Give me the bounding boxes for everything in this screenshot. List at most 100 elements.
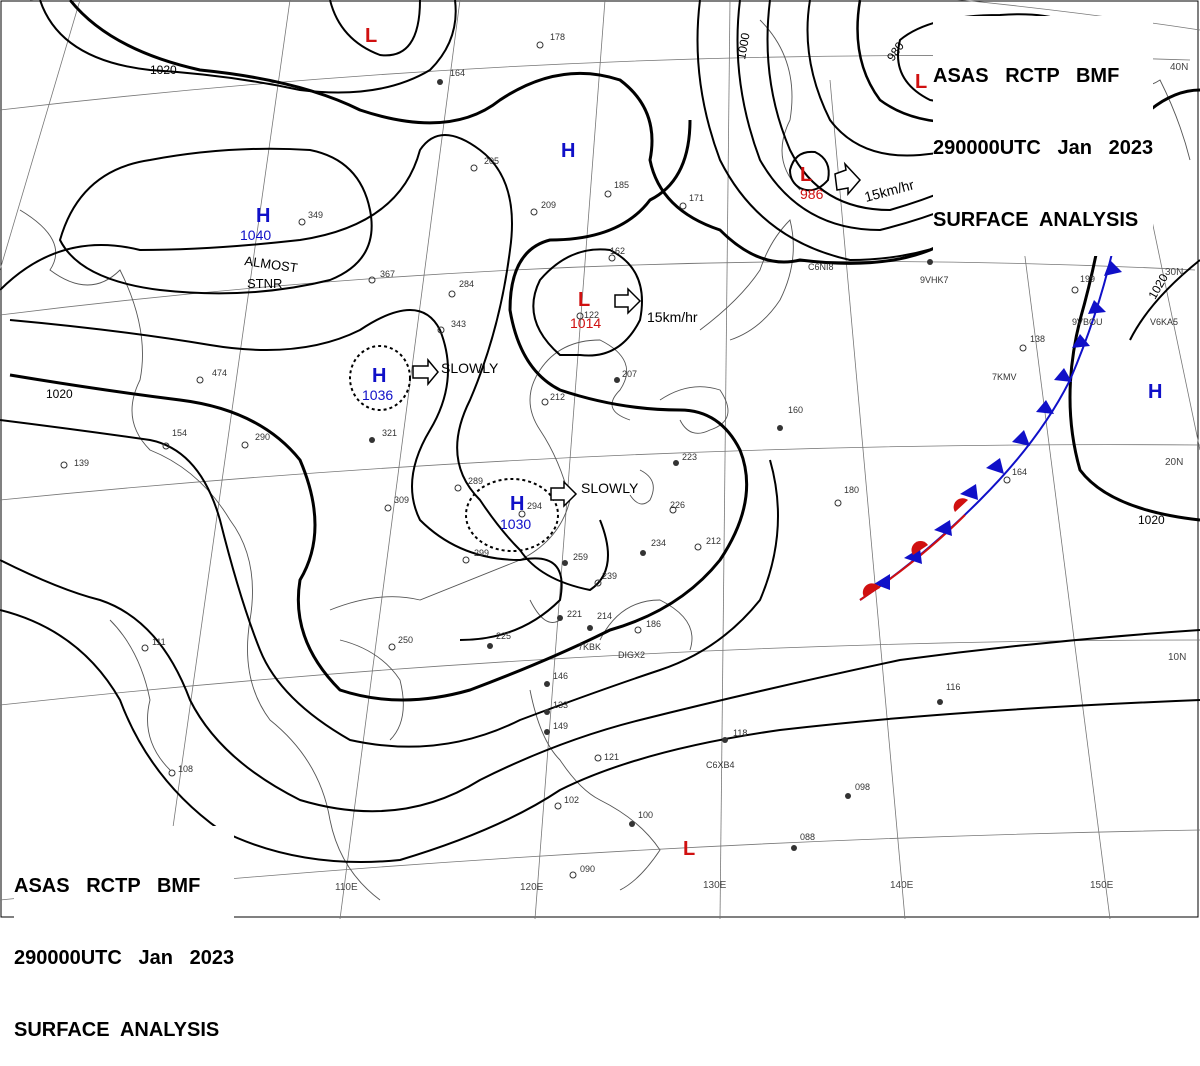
svg-text:349: 349 [308,210,323,220]
svg-text:226: 226 [670,500,685,510]
station-plot: 108 [168,764,193,777]
svg-text:146: 146 [553,671,568,681]
station-plot: 088 [791,832,815,851]
station-plot: 289 [454,476,483,492]
svg-text:239: 239 [602,571,617,581]
lon-label: 110E [335,882,358,893]
system-note: 15km/hr [647,309,698,325]
header-title-line: SURFACE ANALYSIS [933,209,1139,231]
lat-label: 40N [1170,62,1188,73]
svg-text:294: 294 [527,501,542,511]
station-plot: 154 [162,428,187,450]
svg-text:225: 225 [496,631,511,641]
station-plot: 321 [369,428,397,443]
station-plot: 221 [557,609,582,621]
station-plot: 102 [554,795,579,810]
svg-text:102: 102 [564,795,579,805]
station-plot: 178 [536,32,565,49]
warm-front-semicircles [862,498,968,597]
svg-text:185: 185 [614,180,629,190]
svg-text:162: 162 [610,246,625,256]
svg-text:289: 289 [468,476,483,486]
ship-callsign: V6KA5 [1150,317,1178,327]
svg-text:367: 367 [380,269,395,279]
svg-text:223: 223 [682,452,697,462]
station-plot: 205 [470,156,499,172]
svg-text:474: 474 [212,368,227,378]
station-plot: 209 [530,200,556,216]
isobar-label: 1000 [734,31,752,60]
svg-text:171: 171 [689,193,704,203]
svg-text:154: 154 [172,428,187,438]
svg-text:207: 207 [622,369,637,379]
station-plot: 164 [437,68,465,85]
svg-text:259: 259 [573,552,588,562]
svg-text:121: 121 [604,752,619,762]
svg-text:250: 250 [398,635,413,645]
svg-text:122: 122 [584,310,599,320]
svg-text:186: 186 [646,619,661,629]
low-pressure-marker: L [683,838,695,860]
ship-callsign: 7KBK [578,642,601,652]
lat-label: 30N [1165,267,1183,278]
svg-text:178: 178 [550,32,565,42]
station-plot: 226 [669,500,685,514]
svg-text:160: 160 [788,405,803,415]
station-plot: 250 [388,635,413,651]
svg-text:118: 118 [733,728,747,738]
system-note: SLOWLY [441,360,499,376]
lat-label: 10N [1168,652,1186,663]
system-note: ALMOST [244,253,299,275]
svg-text:180: 180 [844,485,859,495]
high-pressure-marker: H [372,365,386,387]
svg-text:234: 234 [651,538,666,548]
ship-callsign: DIGX2 [618,650,645,660]
station-plot: 164 [1003,467,1027,484]
movement-arrow-icon [614,287,642,315]
isobar-label: 1020 [150,63,177,77]
svg-text:290: 290 [255,432,270,442]
low-pressure-marker: L [578,289,590,311]
station-plot: 138 [1019,334,1045,352]
station-plot: 290 [241,432,270,449]
high-pressure-marker: H [510,493,524,515]
svg-text:309: 309 [394,495,409,505]
station-plot: 223 [673,452,697,466]
movement-arrow-icon [550,480,578,508]
svg-text:205: 205 [484,156,499,166]
station-plot: 111 [141,637,166,652]
station-plot: 185 [604,180,629,198]
footer-time-line: 290000UTC Jan 2023 [14,947,235,969]
pressure-value: 986 [800,186,824,202]
station-plot: 225 [487,631,511,649]
svg-text:212: 212 [550,392,565,402]
svg-text:212: 212 [706,536,721,546]
station-plot: 212 [541,392,565,406]
isobar-label: 1020 [46,387,73,401]
station-plot: 294 [518,501,542,518]
station-plot: 149 [544,721,568,735]
high-pressure-marker: H [256,205,270,227]
svg-text:100: 100 [638,810,653,820]
svg-text:088: 088 [800,832,815,842]
station-plot: 186 [634,619,661,634]
station-plot: 212 [694,536,721,551]
header-agency-line: ASAS RCTP BMF [933,65,1120,87]
svg-text:343: 343 [451,319,466,329]
station-plot: 199 [1071,274,1095,294]
svg-text:321: 321 [382,428,397,438]
ship-callsign: C6NI8 [808,262,834,272]
station-plot: 299 [462,548,489,564]
svg-text:138: 138 [1030,334,1045,344]
coastlines [19,19,1191,901]
station-plot: 116 [937,682,960,705]
station-plot: 474 [196,368,227,384]
svg-text:209: 209 [541,200,556,210]
dotted-isobars [349,345,559,552]
station-plot: 162 [608,246,625,262]
lon-label: 140E [890,880,914,891]
high-pressure-marker: H [561,140,575,162]
station-plot: 133 [544,700,568,715]
isobar-label: 1020 [1138,513,1165,527]
svg-text:133: 133 [553,700,568,710]
